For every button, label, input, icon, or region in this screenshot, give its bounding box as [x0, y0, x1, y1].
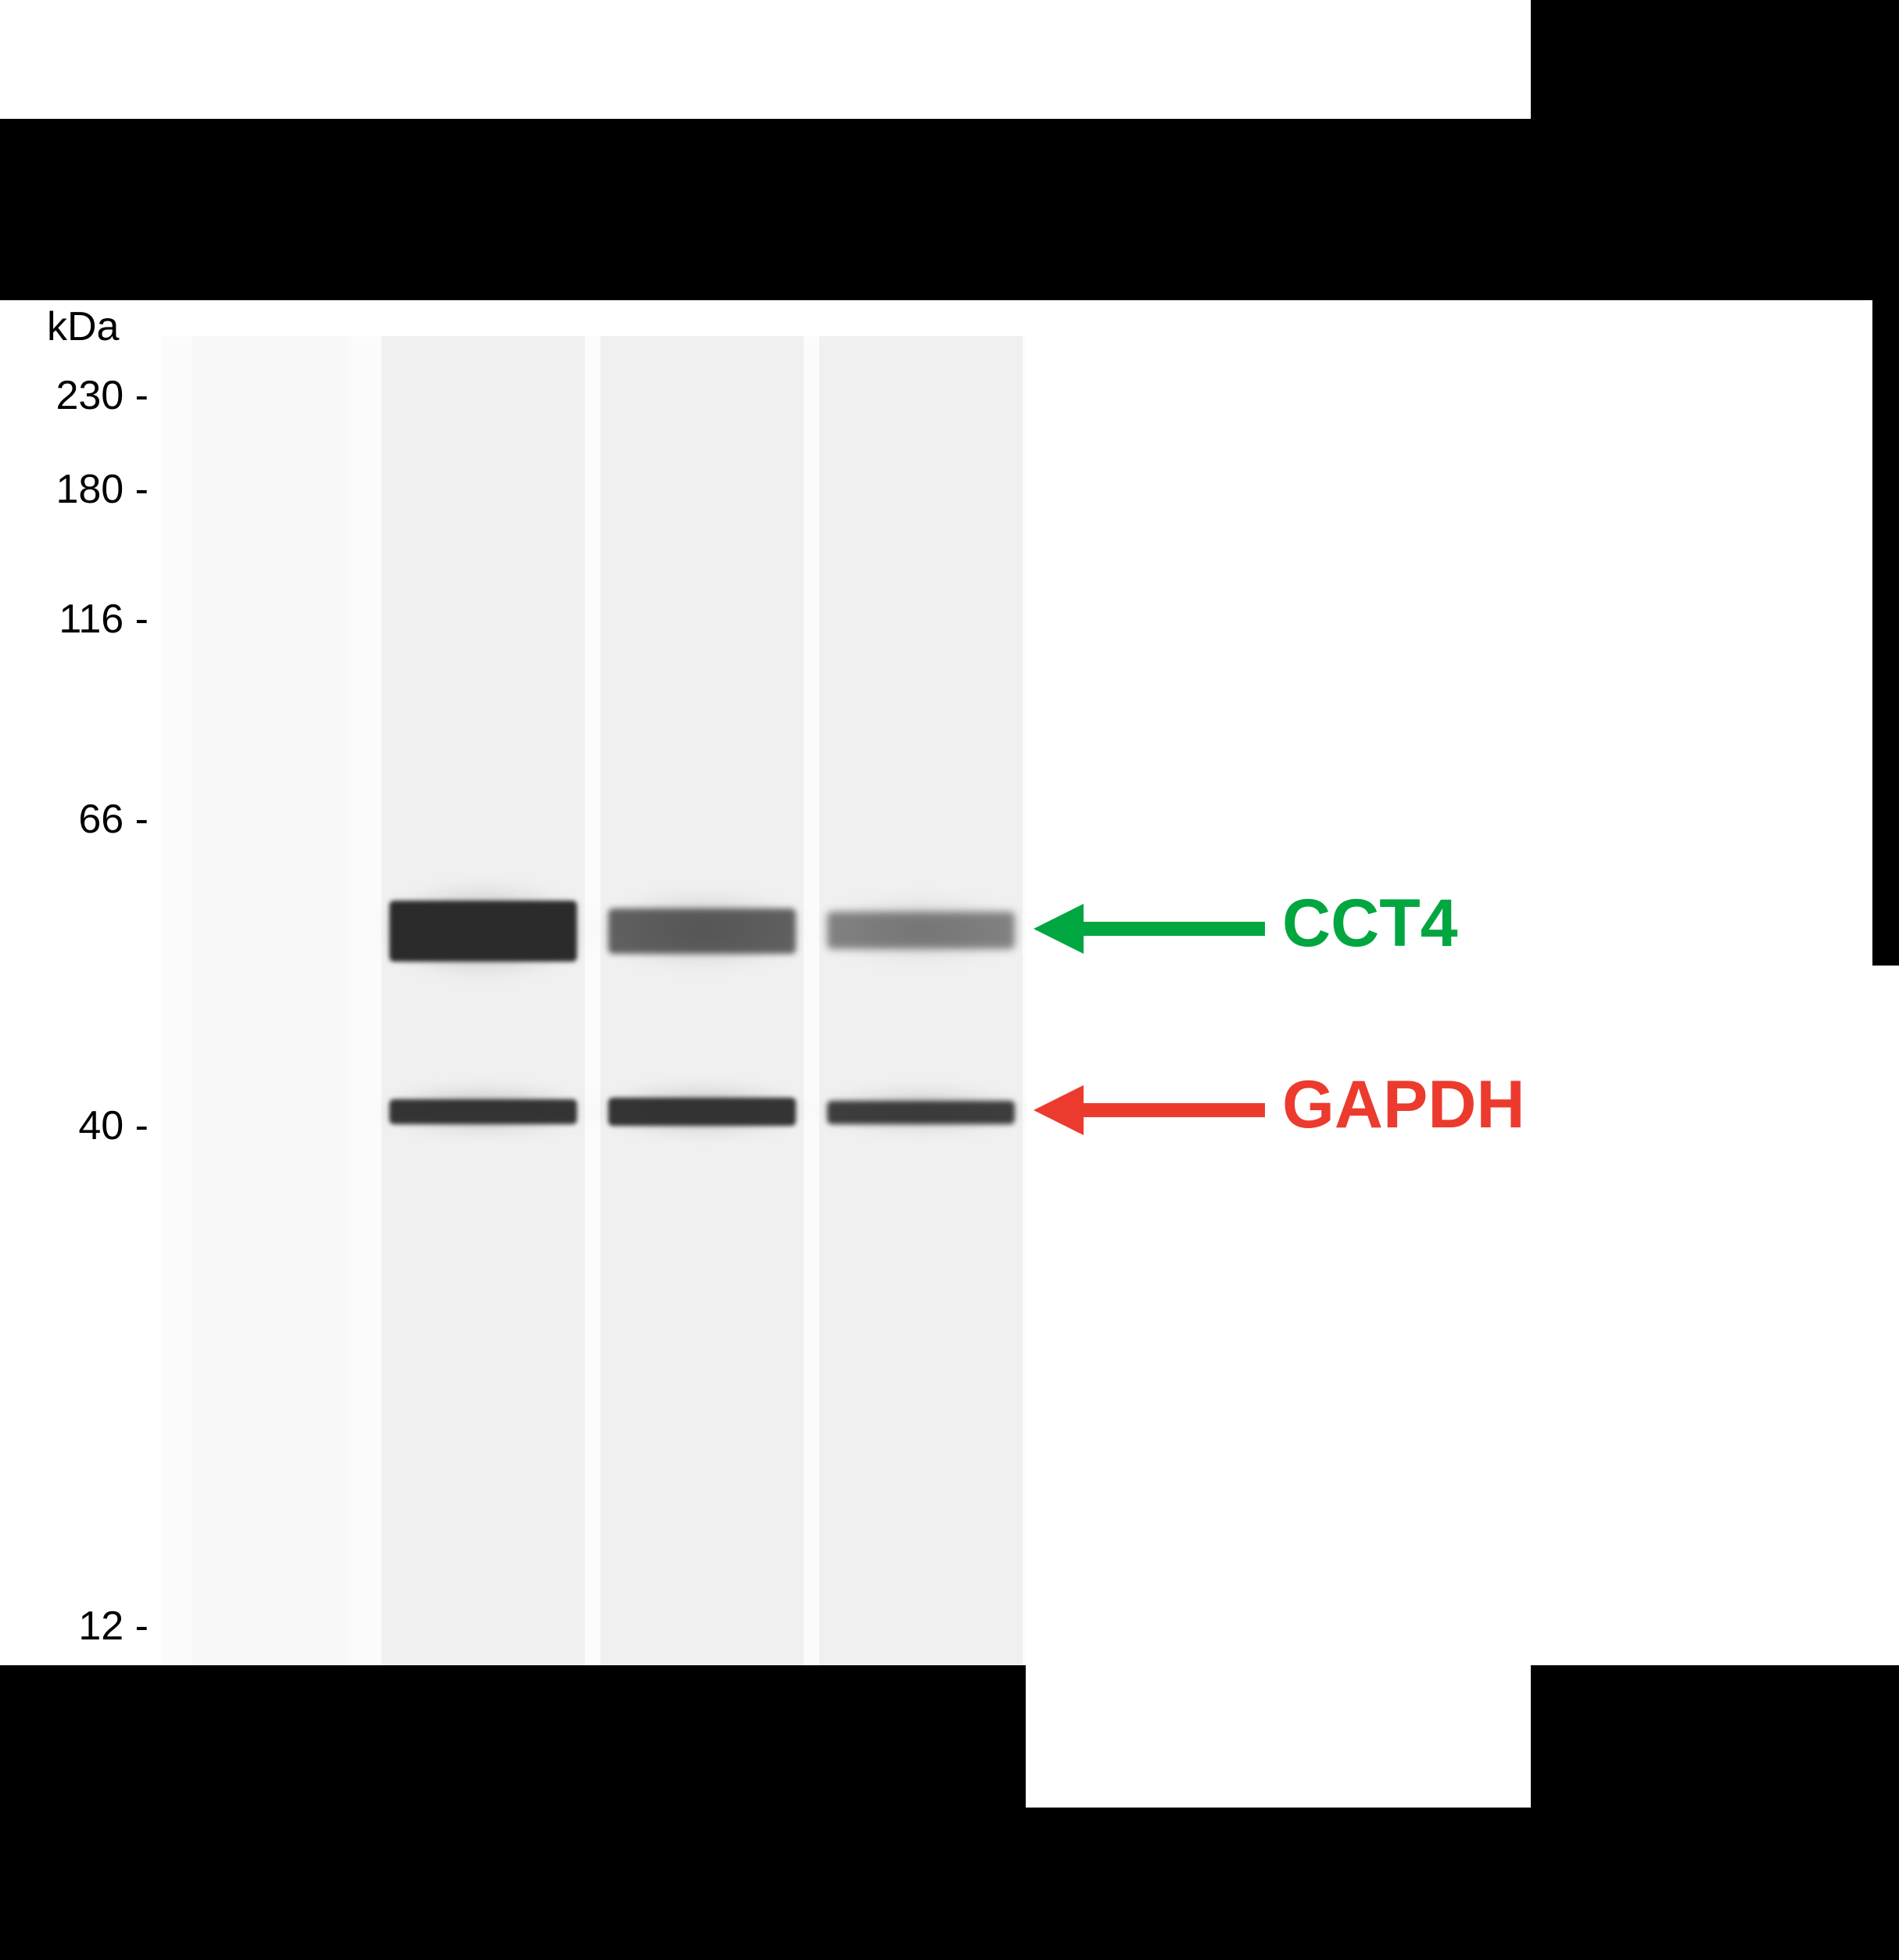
- gapdh-band-lane1: [389, 1099, 577, 1124]
- lane-1: [382, 336, 585, 1665]
- frame-upper-band: [0, 119, 1899, 300]
- gapdh-band-lane2: [608, 1098, 796, 1126]
- marker-230: 230 -: [16, 372, 149, 419]
- axis-unit-label: kDa: [47, 303, 119, 350]
- marker-116: 116 -: [16, 596, 149, 643]
- frame-lower-left: [0, 1665, 1026, 1808]
- cct4-arrow-icon: [1032, 891, 1267, 969]
- cct4-label: CCT4: [1282, 885, 1458, 962]
- figure-canvas: kDa 230 - 180 - 116 - 66 - 40 - 12 - CCT…: [0, 0, 1899, 1960]
- cct4-band-lane3: [827, 912, 1015, 949]
- frame-bottom-full: [0, 1808, 1899, 1960]
- frame-top-right: [1531, 0, 1899, 119]
- gapdh-arrow-icon: [1032, 1073, 1267, 1151]
- marker-66: 66 -: [16, 796, 149, 843]
- lane-2: [600, 336, 804, 1665]
- marker-12: 12 -: [16, 1603, 149, 1650]
- lane-marker: [192, 336, 349, 1665]
- marker-180: 180 -: [16, 466, 149, 513]
- marker-40: 40 -: [16, 1102, 149, 1149]
- frame-lower-right: [1531, 1665, 1899, 1808]
- lane-3: [819, 336, 1023, 1665]
- gapdh-band-lane3: [827, 1101, 1015, 1124]
- gapdh-label: GAPDH: [1282, 1066, 1525, 1144]
- cct4-band-lane1: [389, 901, 577, 962]
- cct4-band-lane2: [608, 908, 796, 954]
- blot-membrane: [161, 336, 1026, 1665]
